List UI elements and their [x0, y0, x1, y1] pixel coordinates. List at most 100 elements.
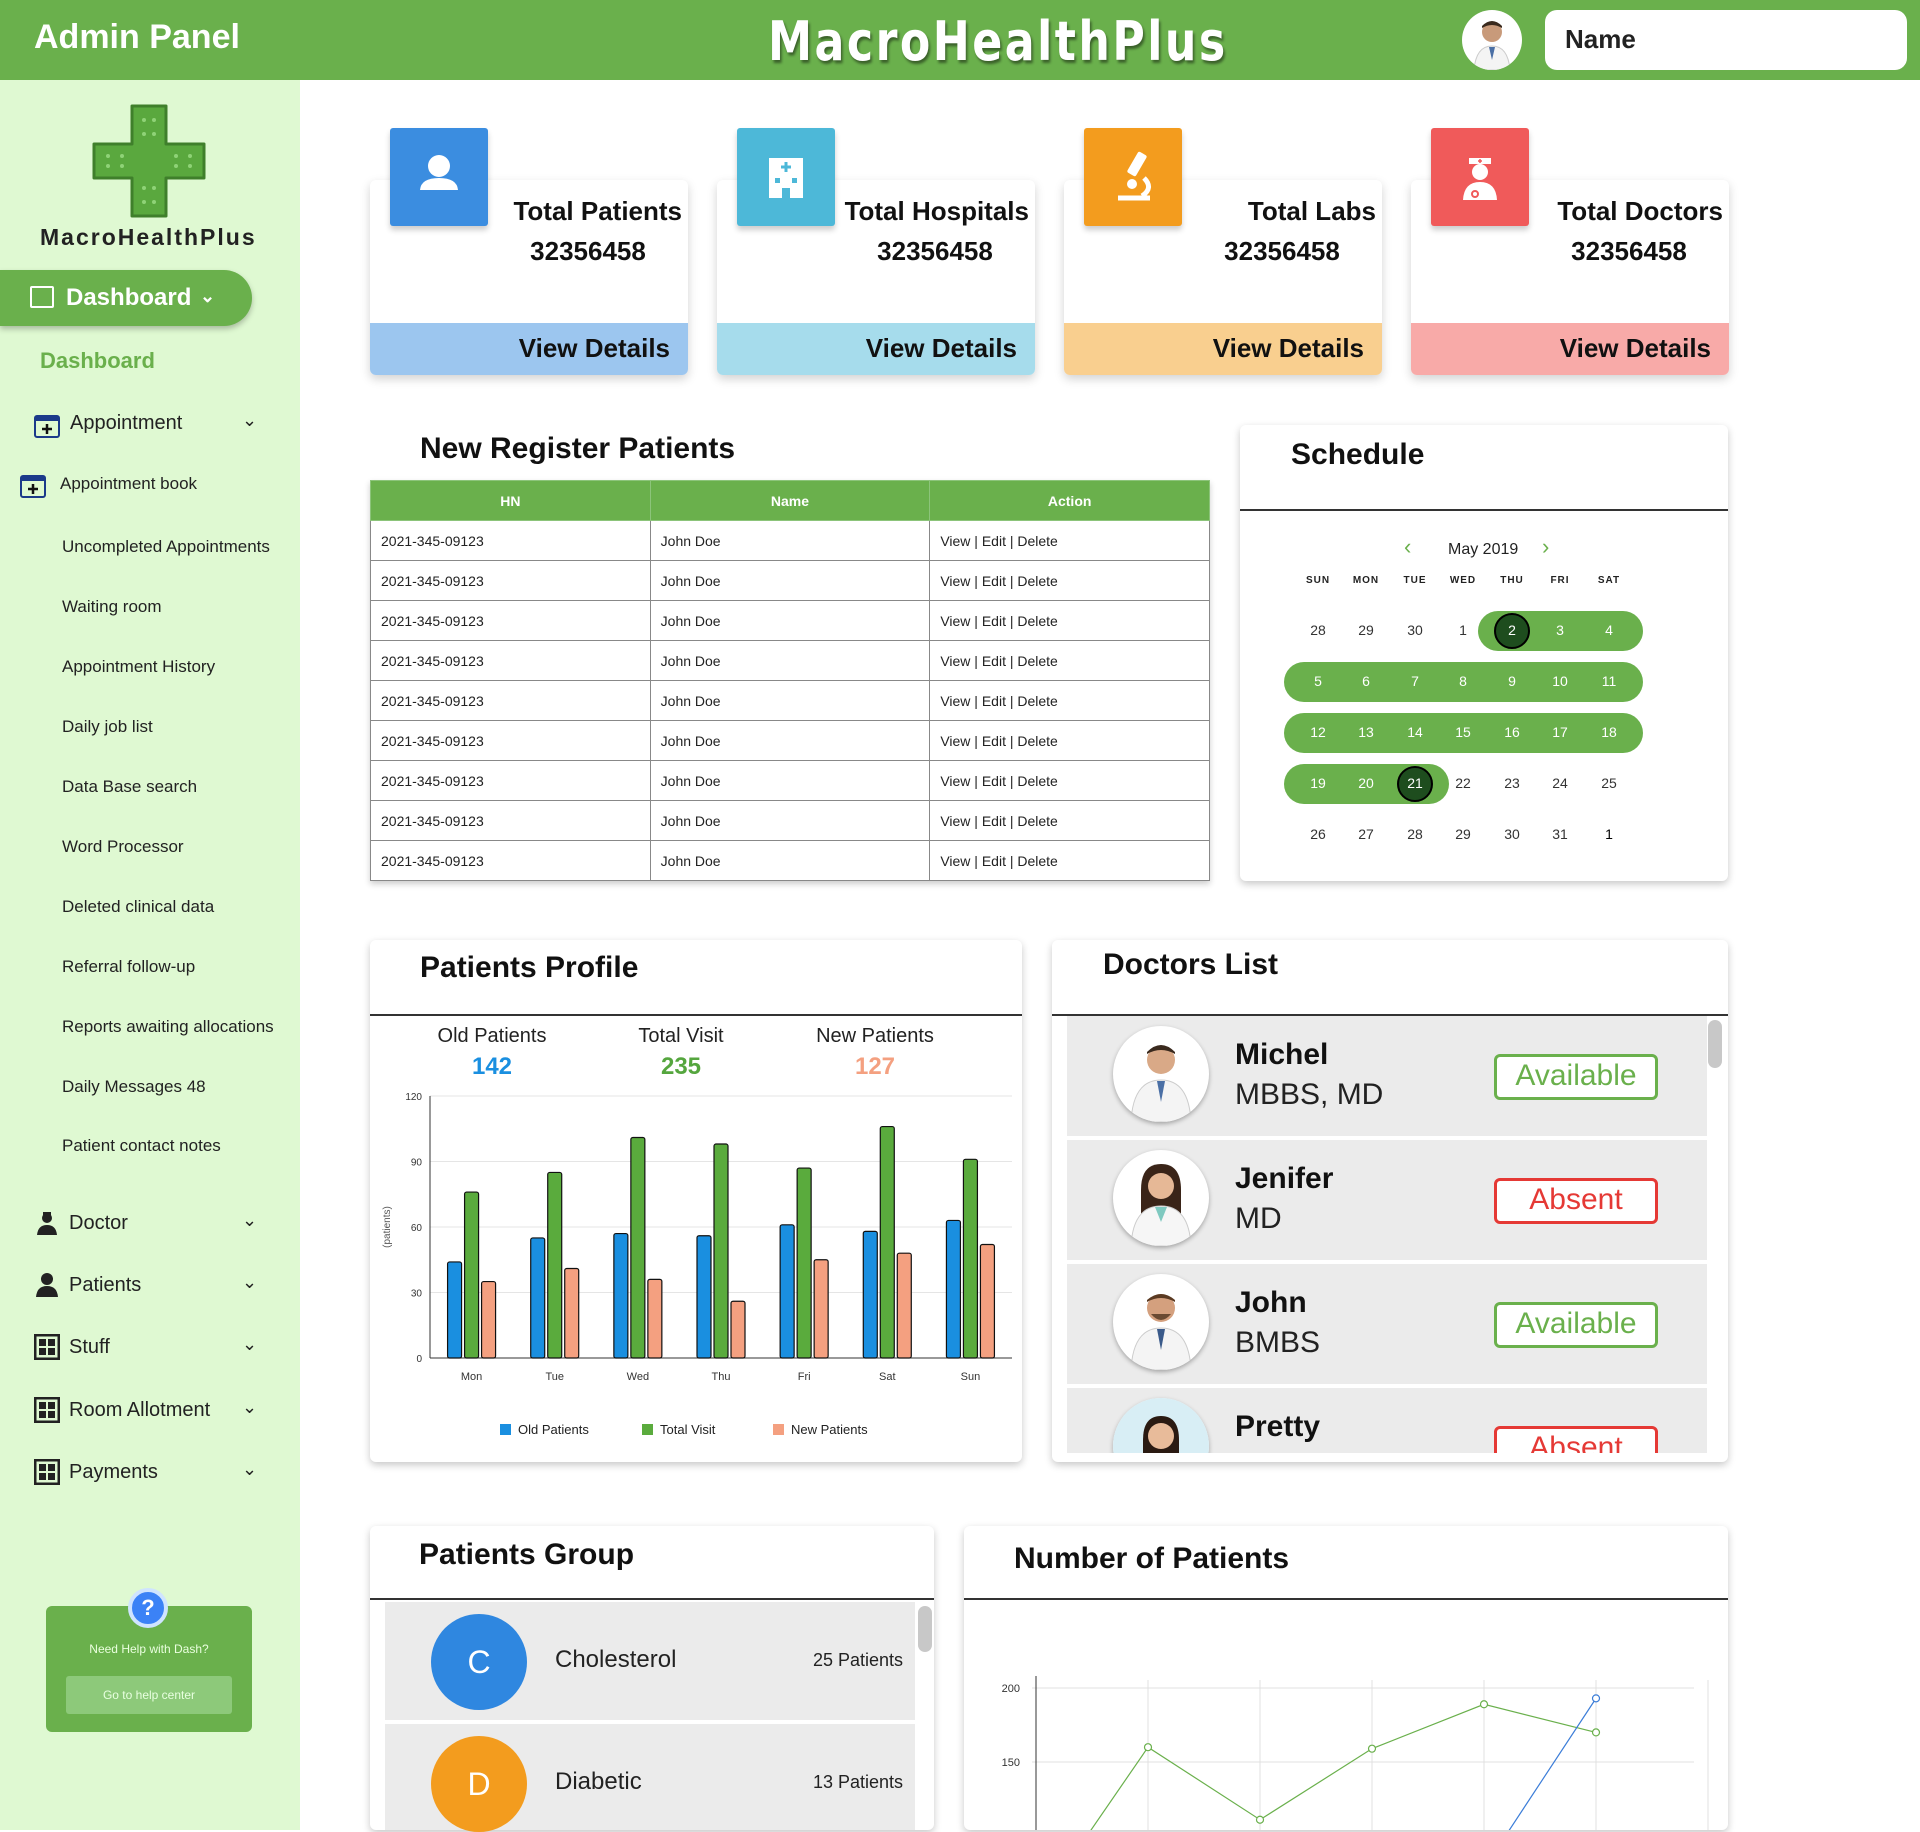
delete-link[interactable]: Delete [1017, 852, 1058, 869]
edit-link[interactable]: Edit [981, 612, 1006, 629]
calendar-day[interactable]: 14 [1407, 724, 1423, 740]
delete-link[interactable]: Delete [1017, 692, 1058, 709]
calendar-day[interactable]: 9 [1508, 673, 1516, 689]
sidebar-item-dashboard[interactable]: Dashboard [40, 348, 155, 373]
calendar-day[interactable]: 7 [1411, 673, 1419, 689]
view-link[interactable]: View [940, 732, 971, 749]
calendar-day[interactable]: 13 [1358, 724, 1374, 740]
chevron-right-icon[interactable]: › [1542, 534, 1550, 559]
view-link[interactable]: View [940, 852, 971, 869]
calendar-day[interactable]: 27 [1358, 826, 1374, 842]
view-link[interactable]: View [940, 772, 971, 789]
view-details-link[interactable]: View Details [717, 323, 1035, 375]
user-avatar[interactable] [1462, 10, 1522, 70]
delete-link[interactable]: Delete [1017, 812, 1058, 829]
view-details-link[interactable]: View Details [370, 323, 688, 375]
scrollbar[interactable] [918, 1606, 932, 1652]
view-link[interactable]: View [940, 652, 971, 669]
edit-link[interactable]: Edit [981, 532, 1006, 549]
sidebar-sub-item[interactable]: Deleted clinical data [62, 897, 215, 916]
action-cell: View | Edit | Delete [929, 600, 1210, 641]
delete-link[interactable]: Delete [1017, 532, 1058, 549]
view-link[interactable]: View [940, 572, 971, 589]
calendar-day[interactable]: 30 [1407, 622, 1423, 638]
calendar-day[interactable]: 2 [1508, 622, 1516, 638]
doctor-row[interactable]: Jenifer MD Absent [1067, 1140, 1707, 1260]
doctor-row[interactable]: Michel MBBS, MD Available [1067, 1016, 1707, 1136]
calendar-day[interactable]: 3 [1556, 622, 1564, 638]
group-row[interactable]: D Diabetic 13 Patients [385, 1724, 915, 1832]
delete-link[interactable]: Delete [1017, 652, 1058, 669]
sidebar-sub-item[interactable]: Daily job list [62, 717, 153, 736]
calendar-day[interactable]: 1 [1605, 826, 1613, 842]
doctor-row[interactable]: John BMBS Available [1067, 1264, 1707, 1384]
doctors-scroll-area[interactable]: Michel MBBS, MD Available Jenifer MD Abs… [1052, 1016, 1728, 1453]
calendar-day[interactable]: 21 [1407, 775, 1423, 791]
calendar-day[interactable]: 19 [1310, 775, 1326, 791]
calendar-day[interactable]: 11 [1601, 673, 1617, 689]
help-center-button[interactable]: Go to help center [66, 1676, 232, 1714]
calendar-day[interactable]: 30 [1504, 826, 1520, 842]
sidebar-sub-item[interactable]: Reports awaiting allocations [62, 1017, 274, 1036]
sidebar-sub-item[interactable]: Word Processor [62, 837, 184, 856]
calendar-day[interactable]: 24 [1552, 775, 1568, 791]
calendar-day[interactable]: 1 [1459, 622, 1467, 638]
delete-link[interactable]: Delete [1017, 612, 1058, 629]
calendar-day[interactable]: 29 [1358, 622, 1374, 638]
calendar-day[interactable]: 28 [1310, 622, 1326, 638]
divider [370, 1598, 934, 1600]
sidebar-sub-item[interactable]: Uncompleted Appointments [62, 537, 270, 556]
delete-link[interactable]: Delete [1017, 772, 1058, 789]
sidebar-sub-item[interactable]: Referral follow-up [62, 957, 196, 976]
calendar-day[interactable]: 28 [1407, 826, 1423, 842]
edit-link[interactable]: Edit [981, 572, 1006, 589]
edit-link[interactable]: Edit [981, 732, 1006, 749]
edit-link[interactable]: Edit [981, 692, 1006, 709]
edit-link[interactable]: Edit [981, 852, 1006, 869]
calendar-day[interactable]: 26 [1310, 826, 1326, 842]
scrollbar[interactable] [1708, 1020, 1722, 1068]
dashboard-button[interactable]: Dashboard ⌄ [0, 270, 252, 326]
edit-link[interactable]: Edit [981, 772, 1006, 789]
schedule-panel [1240, 425, 1728, 881]
calendar-day[interactable]: 16 [1504, 724, 1520, 740]
group-row[interactable]: C Cholesterol 25 Patients [385, 1602, 915, 1720]
edit-link[interactable]: Edit [981, 652, 1006, 669]
view-details-link[interactable]: View Details [1064, 323, 1382, 375]
doctor-degree: MBBS, MD [1235, 1078, 1384, 1111]
calendar-day[interactable]: 10 [1552, 673, 1568, 689]
calendar-day[interactable]: 6 [1362, 673, 1370, 689]
sidebar-sub-item[interactable]: Appointment History [62, 657, 216, 676]
group-name: Cholesterol [555, 1646, 677, 1673]
delete-link[interactable]: Delete [1017, 732, 1058, 749]
calendar-day[interactable]: 17 [1552, 724, 1568, 740]
bar [896, 1252, 912, 1359]
calendar-day[interactable]: 23 [1504, 775, 1520, 791]
edit-link[interactable]: Edit [981, 812, 1006, 829]
calendar-day[interactable]: 29 [1455, 826, 1471, 842]
calendar-day[interactable]: 31 [1552, 826, 1568, 842]
sidebar-sub-item[interactable]: Daily Messages 48 [62, 1077, 206, 1096]
calendar-day[interactable]: 22 [1455, 775, 1471, 791]
chevron-left-icon[interactable]: ‹ [1404, 534, 1412, 559]
doctor-row[interactable]: Pretty Absent [1067, 1388, 1707, 1453]
view-details-link[interactable]: View Details [1411, 323, 1729, 375]
view-link[interactable]: View [940, 532, 971, 549]
view-link[interactable]: View [940, 612, 971, 629]
calendar-day[interactable]: 15 [1455, 724, 1471, 740]
calendar-day[interactable]: 8 [1459, 673, 1467, 689]
calendar-day[interactable]: 5 [1314, 673, 1322, 689]
sidebar-sub-item[interactable]: Data Base search [62, 777, 198, 796]
sidebar-sub-item[interactable]: Waiting room [62, 597, 162, 616]
view-link[interactable]: View [940, 812, 971, 829]
user-name-field[interactable]: Name [1545, 10, 1907, 70]
calendar-day[interactable]: 25 [1601, 775, 1617, 791]
calendar-day[interactable]: 18 [1601, 724, 1617, 740]
delete-link[interactable]: Delete [1017, 572, 1058, 589]
sidebar-sub-item[interactable]: Patient contact notes [62, 1136, 221, 1155]
calendar-day[interactable]: 12 [1310, 724, 1326, 740]
calendar-day[interactable]: 20 [1358, 775, 1374, 791]
data-point [1591, 1694, 1601, 1703]
view-link[interactable]: View [940, 692, 971, 709]
calendar-day[interactable]: 4 [1605, 622, 1613, 638]
